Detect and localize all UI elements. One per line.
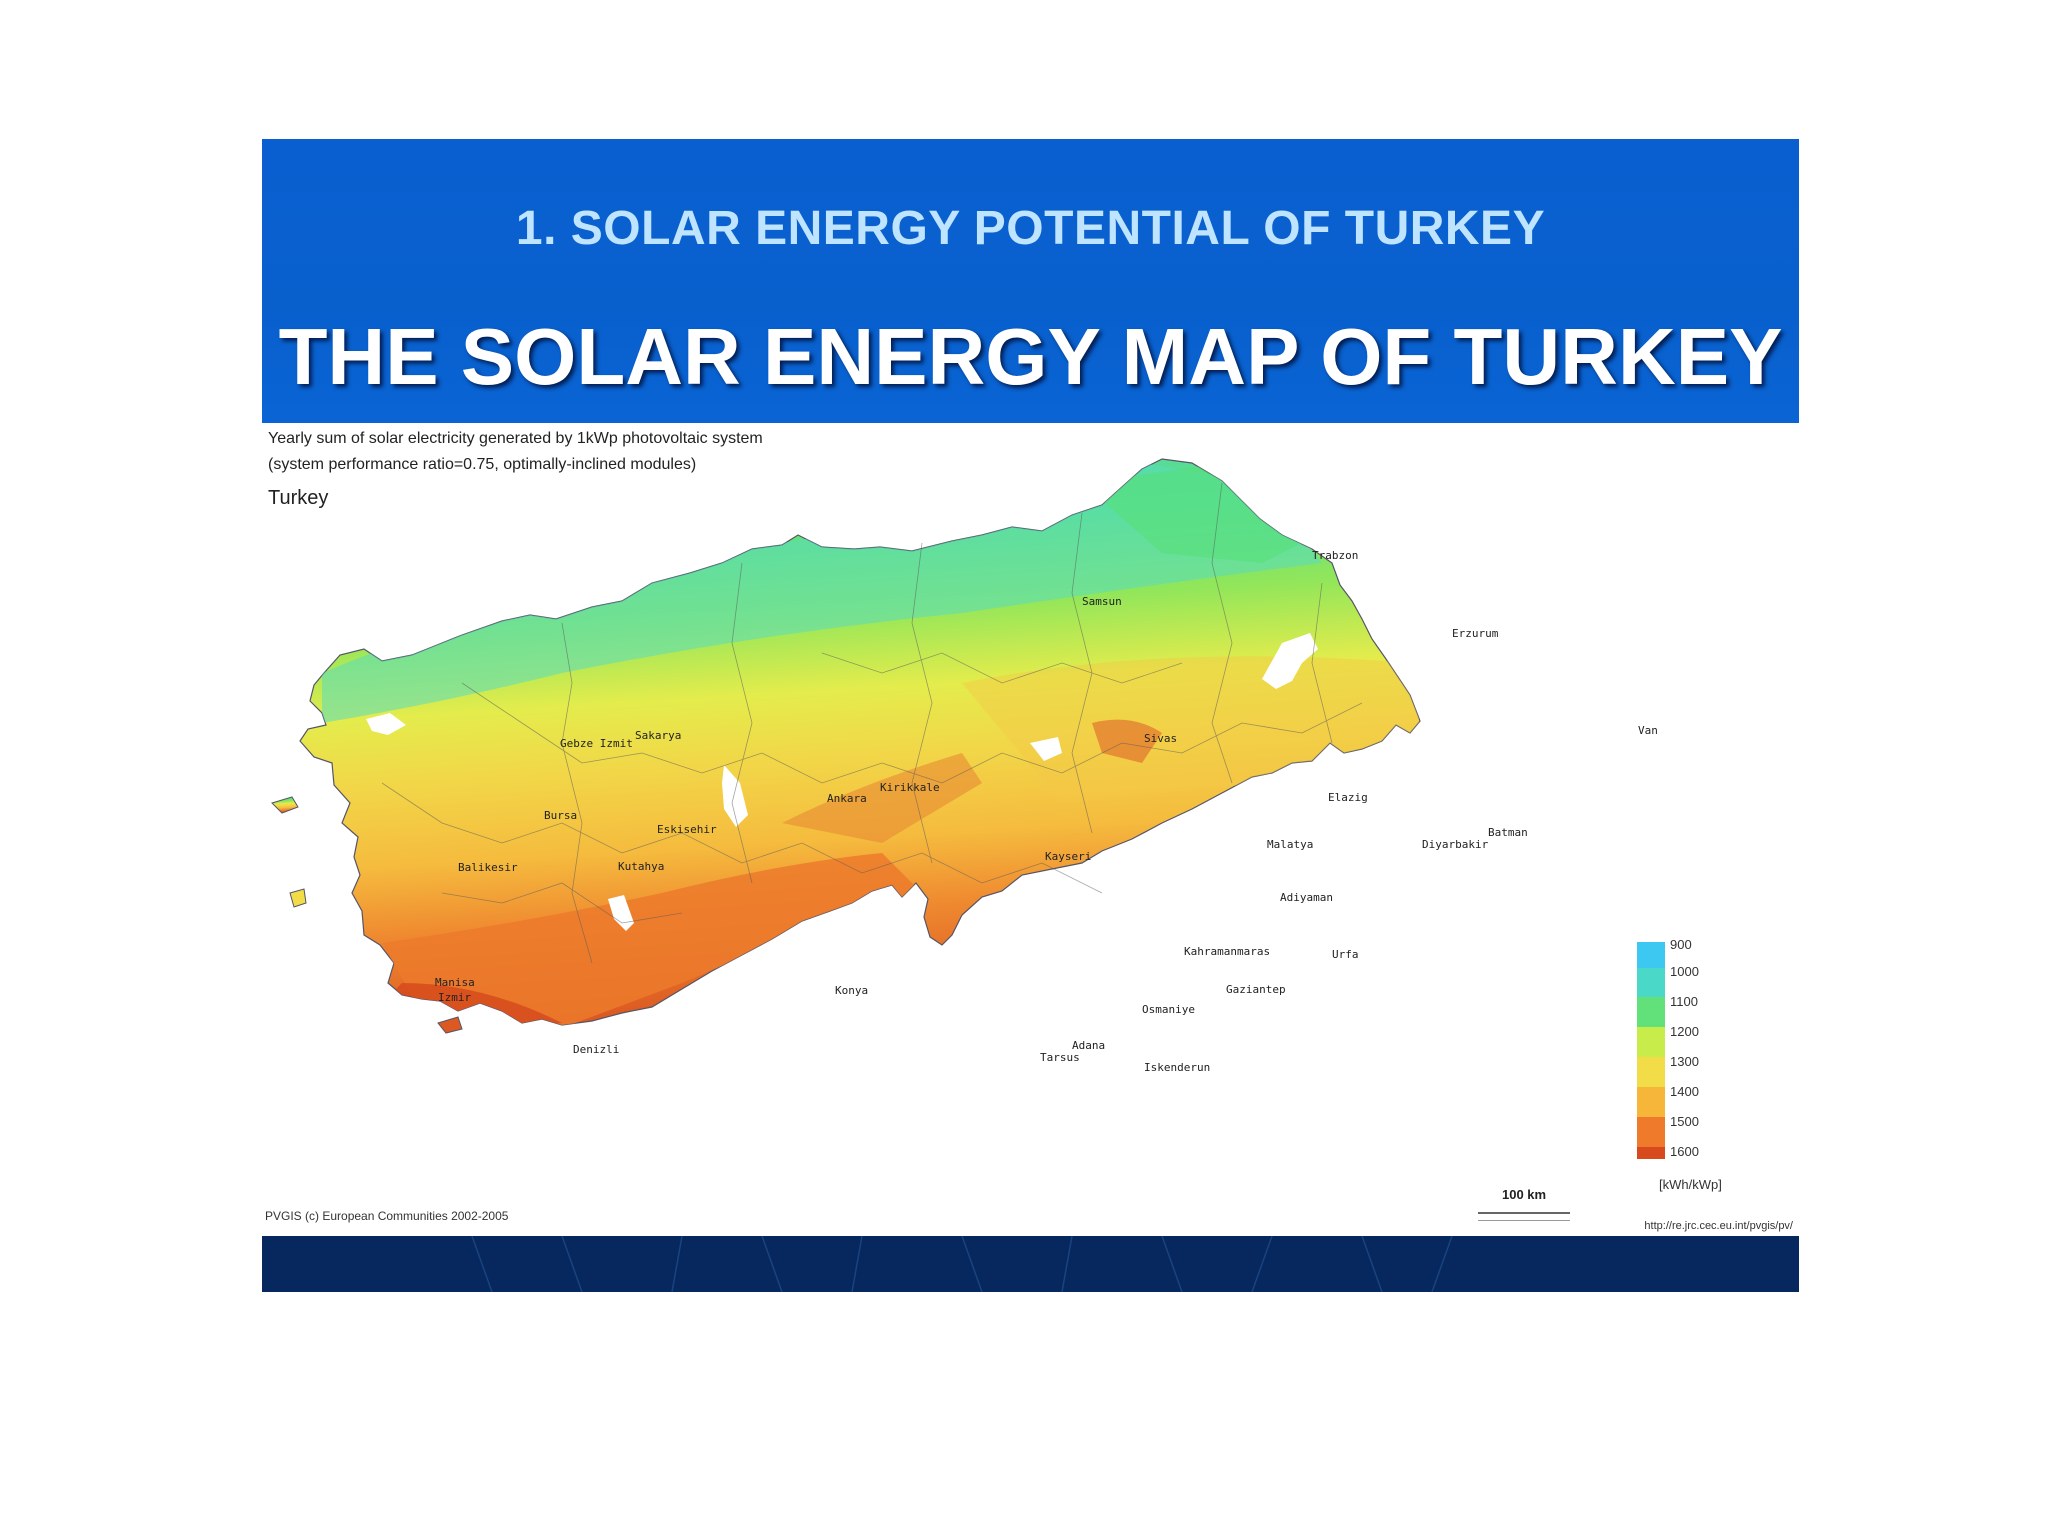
city-label-kayseri: Kayseri — [1045, 850, 1091, 863]
city-labels: Trabzon Samsun Erzurum Sakarya Gebze Izm… — [435, 549, 1658, 1074]
city-label-gebze-izmit: Gebze Izmit — [560, 737, 633, 750]
legend-swatch-1100 — [1637, 997, 1665, 1027]
slide-subtitle: 1. SOLAR ENERGY POTENTIAL OF TURKEY — [515, 202, 1546, 255]
legend-label-1000: 1000 — [1670, 964, 1699, 979]
legend-label-1600: 1600 — [1670, 1144, 1699, 1159]
city-label-denizli: Denizli — [573, 1043, 619, 1056]
city-label-iskenderun: Iskenderun — [1144, 1061, 1210, 1074]
city-label-gaziantep: Gaziantep — [1226, 983, 1286, 996]
solar-map-panel: Yearly sum of solar electricity generate… — [262, 423, 1799, 1236]
city-label-eskisehir: Eskisehir — [657, 823, 717, 836]
legend-swatch-1000 — [1637, 968, 1665, 997]
city-label-tarsus: Tarsus — [1040, 1051, 1080, 1064]
city-label-sivas: Sivas — [1144, 732, 1177, 745]
turkey-map: Trabzon Samsun Erzurum Sakarya Gebze Izm… — [271, 458, 1658, 1074]
city-label-kutahya: Kutahya — [618, 860, 664, 873]
city-label-adiyaman: Adiyaman — [1280, 891, 1333, 904]
legend-label-1100: 1100 — [1670, 994, 1698, 1009]
scale-bar — [1478, 1212, 1570, 1221]
city-label-ankara: Ankara — [827, 792, 867, 805]
legend-swatch-1200 — [1637, 1027, 1665, 1057]
city-label-bursa: Bursa — [544, 809, 577, 822]
city-label-malatya: Malatya — [1267, 838, 1313, 851]
city-label-adana: Adana — [1072, 1039, 1105, 1052]
city-label-elazig: Elazig — [1328, 791, 1368, 804]
legend-unit: [kWh/kWp] — [1659, 1177, 1722, 1192]
slide: 1. SOLAR ENERGY POTENTIAL OF TURKEY THE … — [262, 139, 1799, 1292]
legend-label-1200: 1200 — [1670, 1024, 1699, 1039]
city-label-erzurum: Erzurum — [1452, 627, 1499, 640]
legend-label-1400: 1400 — [1670, 1084, 1699, 1099]
legend-swatch-1500 — [1637, 1117, 1665, 1147]
city-label-konya: Konya — [835, 984, 868, 997]
legend-label-900: 900 — [1670, 937, 1692, 952]
legend-label-1500: 1500 — [1670, 1114, 1699, 1129]
city-label-urfa: Urfa — [1332, 948, 1359, 961]
footer-decoration — [471, 1236, 1453, 1292]
map-caption-line1: Yearly sum of solar electricity generate… — [268, 430, 763, 447]
legend-swatch-900 — [1637, 942, 1665, 968]
header-banner: 1. SOLAR ENERGY POTENTIAL OF TURKEY THE … — [262, 139, 1799, 423]
city-label-manisa: Manisa — [435, 976, 475, 989]
city-label-kirikkale: Kirikkale — [880, 781, 940, 794]
city-label-sakarya: Sakarya — [635, 729, 681, 742]
scale-label: 100 km — [1502, 1187, 1547, 1202]
city-label-balikesir: Balikesir — [458, 861, 518, 874]
legend-label-1300: 1300 — [1670, 1054, 1699, 1069]
city-label-trabzon: Trabzon — [1312, 549, 1358, 562]
city-label-izmir: Izmir — [438, 991, 471, 1004]
slide-title: THE SOLAR ENERGY MAP OF TURKEY — [278, 312, 1783, 401]
legend-swatch-1300 — [1637, 1057, 1665, 1087]
legend-swatch-1600 — [1637, 1147, 1665, 1159]
map-caption-line2: (system performance ratio=0.75, optimall… — [268, 456, 697, 473]
city-label-diyarbakir: Diyarbakir — [1422, 838, 1489, 851]
city-label-van: Van — [1638, 724, 1658, 737]
city-label-kahramanmaras: Kahramanmaras — [1184, 945, 1270, 958]
footer-band — [262, 1236, 1799, 1292]
map-url: http://re.jrc.cec.eu.int/pvgis/pv/ — [1644, 1220, 1793, 1232]
city-label-batman: Batman — [1488, 826, 1528, 839]
city-label-samsun: Samsun — [1082, 595, 1122, 608]
legend-swatch-1400 — [1637, 1087, 1665, 1117]
city-label-osmaniye: Osmaniye — [1142, 1003, 1195, 1016]
map-credit: PVGIS (c) European Communities 2002-2005 — [265, 1209, 509, 1223]
map-region-label: Turkey — [268, 487, 329, 509]
